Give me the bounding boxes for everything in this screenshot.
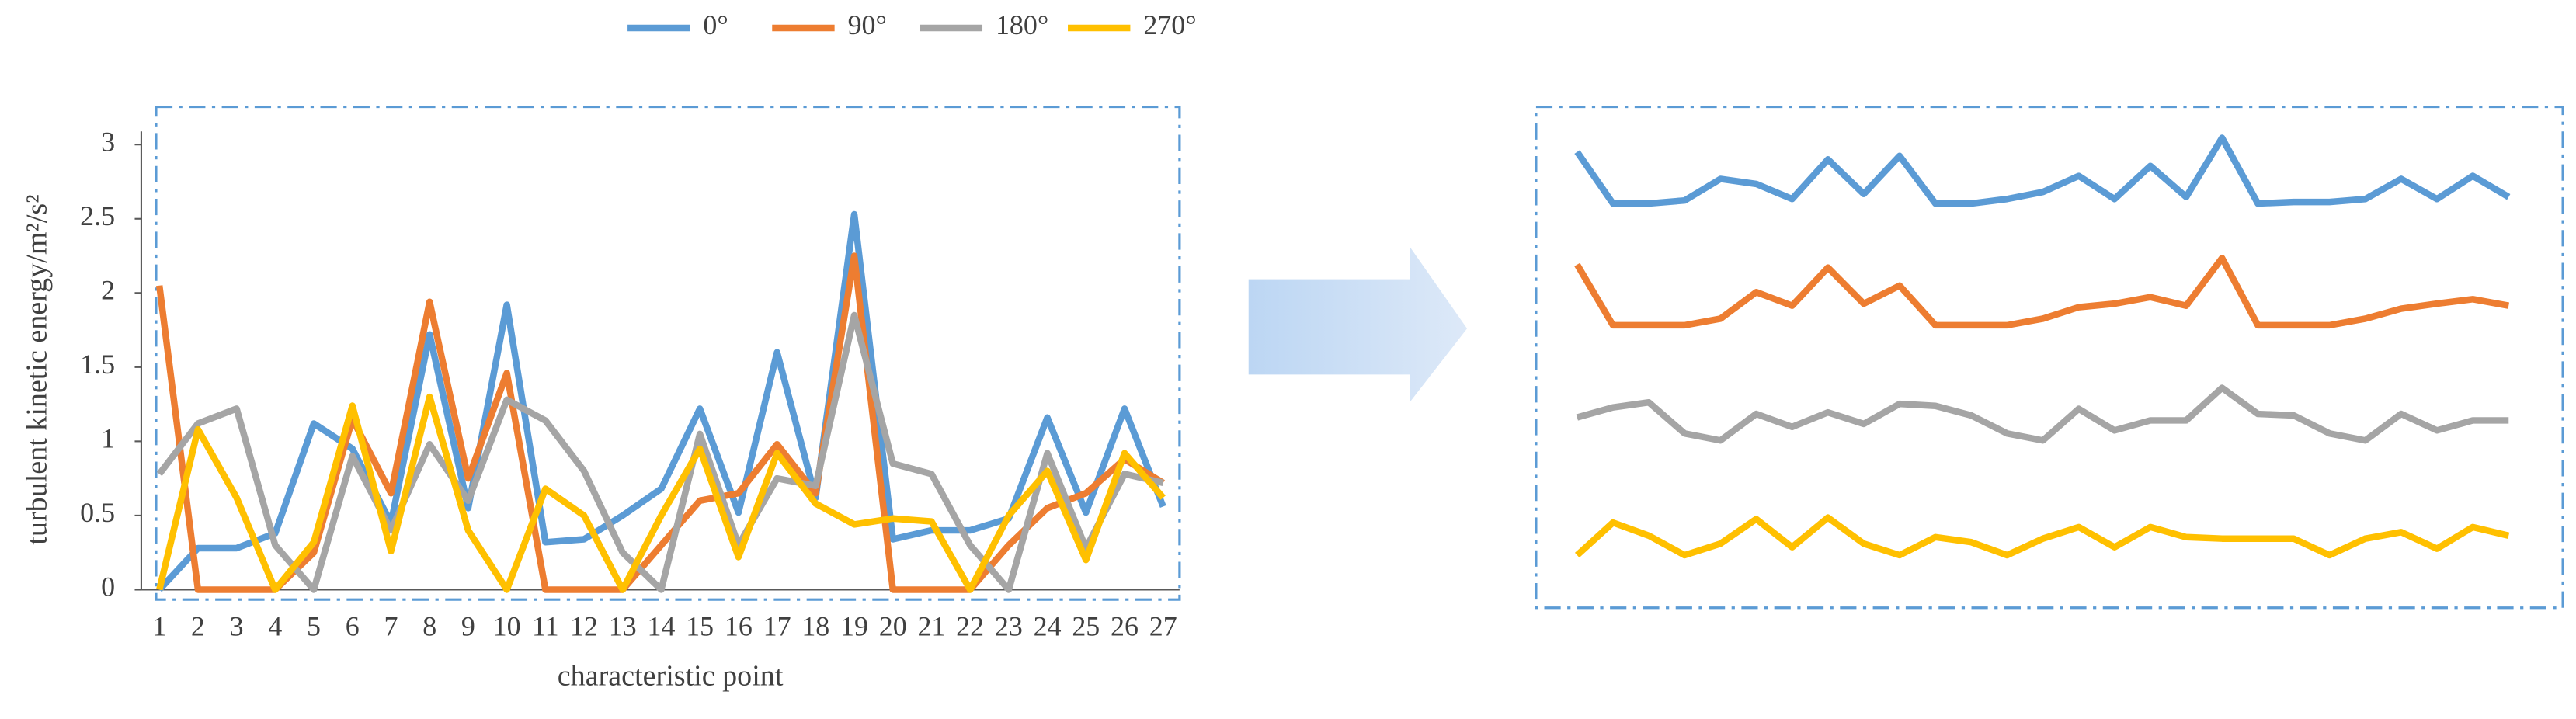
series-line (1574, 514, 2510, 559)
y-tick-label: 2.5 (80, 200, 115, 231)
x-tick-label: 6 (346, 610, 360, 641)
x-tick-label: 27 (1149, 610, 1177, 641)
x-tick-label: 19 (840, 610, 868, 641)
x-tick-label: 2 (191, 610, 205, 641)
x-tick-label: 12 (570, 610, 598, 641)
x-tick-label: 14 (647, 610, 675, 641)
x-tick-label: 20 (879, 610, 907, 641)
y-tick-label: 0.5 (80, 497, 115, 528)
y-tick-label: 1 (101, 423, 115, 454)
x-tick-label: 16 (725, 610, 753, 641)
x-tick-label: 7 (384, 610, 398, 641)
left-frame (155, 105, 1181, 601)
series-line (1574, 255, 2510, 329)
series-line (156, 393, 1166, 593)
arrow (1248, 246, 1468, 403)
x-tick-label: 24 (1034, 610, 1062, 641)
series-line (155, 252, 1165, 593)
x-tick-label: 10 (493, 610, 521, 641)
x-tick-label: 5 (307, 610, 321, 641)
series-line (1574, 134, 2511, 207)
x-tick-label: 8 (422, 610, 436, 641)
x-axis-title: characteristic point (558, 659, 784, 692)
x-tick-label: 22 (956, 610, 984, 641)
y-axis-title: turbulent kinetic energy/m²/s² (21, 194, 54, 544)
x-tick-label: 1 (152, 610, 166, 641)
x-tick-label: 23 (995, 610, 1023, 641)
y-tick-label: 1.5 (80, 349, 115, 380)
x-tick-label: 26 (1111, 610, 1139, 641)
legend-label: 180° (996, 9, 1048, 40)
x-tick-label: 15 (686, 610, 714, 641)
y-tick-label: 3 (101, 126, 115, 157)
x-tick-label: 21 (917, 610, 945, 641)
y-tick-label: 2 (101, 275, 115, 306)
legend-label: 90° (848, 9, 887, 40)
right-frame (1535, 105, 2564, 610)
series-line (157, 210, 1166, 592)
x-tick-label: 11 (532, 610, 559, 641)
legend-label: 0° (703, 9, 728, 40)
x-tick-label: 18 (801, 610, 829, 641)
series-line (1576, 384, 2509, 444)
x-tick-label: 13 (609, 610, 637, 641)
x-tick-label: 4 (268, 610, 282, 641)
x-tick-label: 25 (1072, 610, 1100, 641)
y-tick-label: 0 (101, 571, 115, 603)
x-tick-label: 3 (230, 610, 244, 641)
x-tick-label: 17 (763, 610, 791, 641)
x-tick-label: 9 (461, 610, 475, 641)
legend-label: 270° (1143, 9, 1196, 40)
series-line (156, 311, 1164, 593)
